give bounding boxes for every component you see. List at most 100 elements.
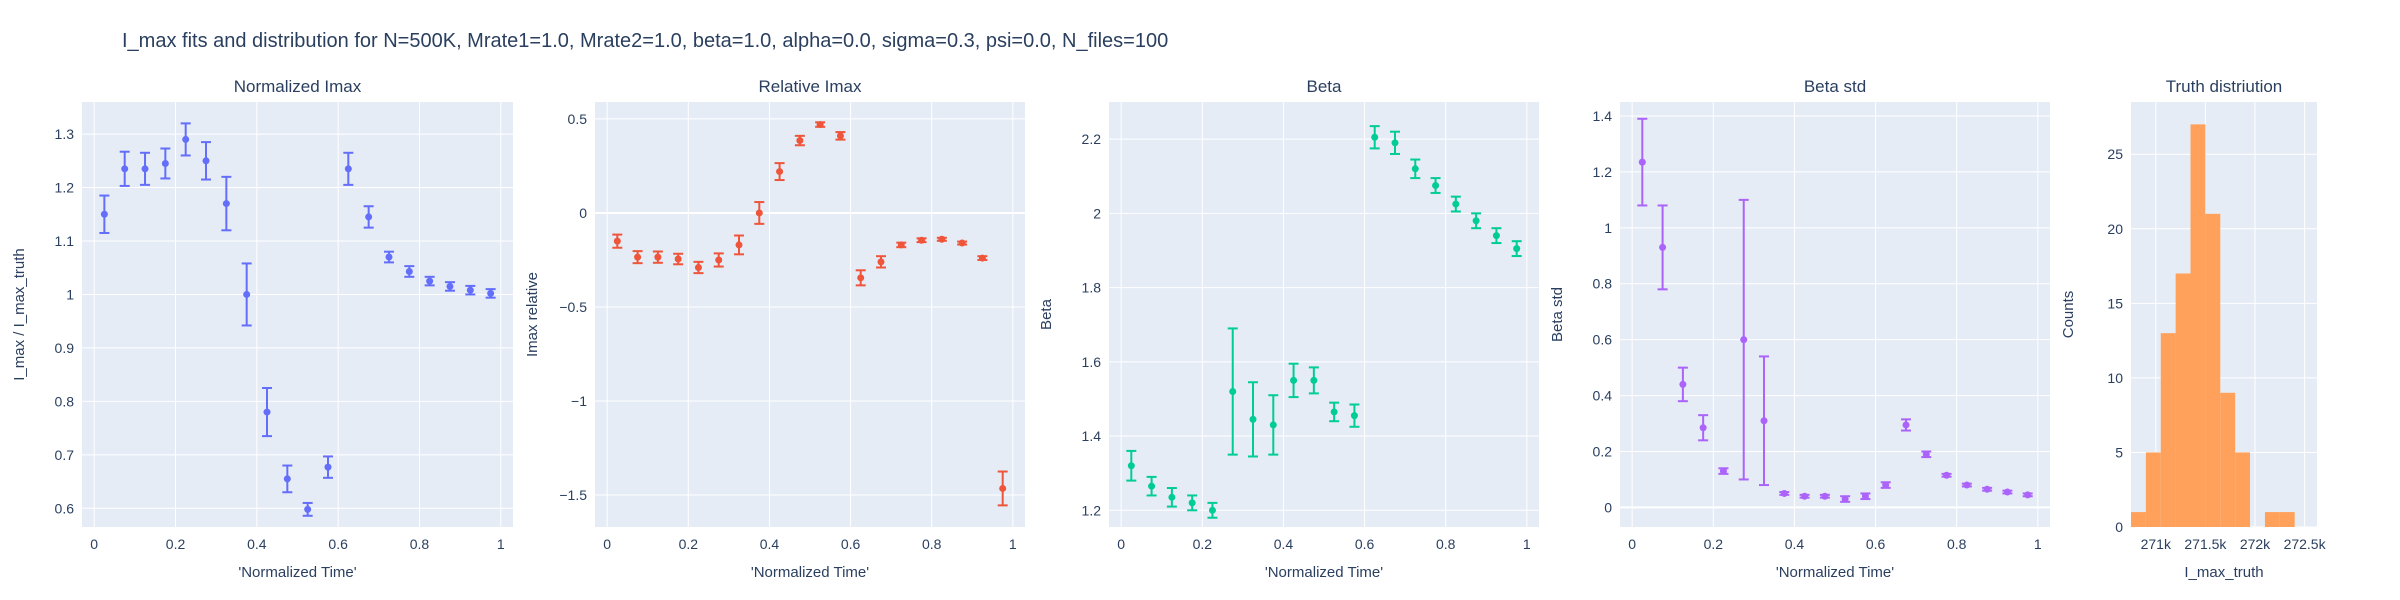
data-point bbox=[1229, 388, 1237, 396]
data-point bbox=[1699, 424, 1707, 432]
x-tick-label: 271k bbox=[2141, 536, 2172, 552]
data-point bbox=[999, 484, 1007, 492]
data-point bbox=[1513, 245, 1521, 253]
data-point bbox=[365, 213, 373, 221]
y-tick-label: 1.6 bbox=[1082, 354, 1102, 370]
data-point bbox=[2024, 491, 2032, 499]
data-point bbox=[978, 254, 986, 262]
y-tick-label: 1.3 bbox=[55, 126, 75, 142]
y-tick-label: 0.6 bbox=[1593, 332, 1613, 348]
data-point bbox=[1760, 417, 1768, 425]
data-point bbox=[1310, 376, 1318, 384]
data-point bbox=[755, 209, 763, 217]
data-point bbox=[836, 132, 844, 140]
data-point bbox=[487, 289, 495, 297]
data-point bbox=[263, 408, 271, 416]
data-point bbox=[385, 253, 393, 261]
x-tick-label: 0.8 bbox=[1436, 536, 1456, 552]
x-tick-label: 0.2 bbox=[1704, 536, 1724, 552]
y-tick-label: 0.5 bbox=[568, 111, 588, 127]
subplot-title: Relative Imax bbox=[759, 77, 862, 96]
y-axis-label: Counts bbox=[2060, 291, 2077, 339]
data-point bbox=[1168, 493, 1176, 501]
data-point bbox=[1492, 232, 1500, 240]
y-tick-label: 0.9 bbox=[55, 340, 75, 356]
data-point bbox=[715, 256, 723, 264]
subplot-title: Normalized Imax bbox=[234, 77, 362, 96]
data-point bbox=[735, 241, 743, 249]
data-point bbox=[1330, 408, 1338, 416]
y-tick-label: −1 bbox=[571, 393, 587, 409]
histogram-bar bbox=[2220, 392, 2236, 527]
histogram-bar bbox=[2145, 452, 2161, 527]
data-point bbox=[897, 241, 905, 249]
y-tick-label: 1.2 bbox=[1082, 502, 1102, 518]
x-tick-label: 0.6 bbox=[1866, 536, 1886, 552]
x-tick-label: 0.4 bbox=[1785, 536, 1805, 552]
data-point bbox=[304, 505, 312, 513]
data-point bbox=[1249, 415, 1257, 423]
x-tick-label: 0 bbox=[90, 536, 98, 552]
y-tick-label: 0.4 bbox=[1593, 388, 1613, 404]
data-point bbox=[324, 463, 332, 471]
y-tick-label: 15 bbox=[2107, 295, 2123, 311]
data-point bbox=[1290, 376, 1298, 384]
histogram-bar bbox=[2160, 333, 2176, 527]
subplot-1: 0 0.2 0.4 0.6 0.8 1 0.6 0.7 0.8 0.9 1 1.1 1.2 1.3 Norm… bbox=[11, 77, 513, 581]
y-tick-label: −0.5 bbox=[559, 299, 587, 315]
data-point bbox=[283, 475, 291, 483]
x-tick-label: 0.8 bbox=[410, 536, 430, 552]
y-tick-label: 2.2 bbox=[1082, 131, 1102, 147]
data-point bbox=[1861, 492, 1869, 500]
x-tick-label: 0.4 bbox=[760, 536, 780, 552]
y-tick-label: 25 bbox=[2107, 146, 2123, 162]
data-point bbox=[613, 237, 621, 245]
plot-area bbox=[1109, 102, 1539, 527]
data-point bbox=[1983, 485, 1991, 493]
x-axis-label: 'Normalized Time' bbox=[238, 564, 356, 581]
y-tick-label: −1.5 bbox=[559, 487, 587, 503]
y-tick-label: 2 bbox=[1093, 205, 1101, 221]
data-point bbox=[674, 255, 682, 263]
data-point bbox=[694, 263, 702, 271]
y-axis-label: Imax relative bbox=[524, 272, 541, 357]
data-point bbox=[1882, 481, 1890, 489]
x-tick-label: 0.8 bbox=[922, 536, 942, 552]
data-point bbox=[1801, 492, 1809, 500]
data-point bbox=[1902, 421, 1910, 429]
data-point bbox=[446, 282, 454, 290]
figure-title: I_max fits and distribution for N=500K, … bbox=[122, 30, 1169, 52]
data-point bbox=[466, 286, 474, 294]
x-tick-label: 0.2 bbox=[166, 536, 186, 552]
x-tick-label: 1 bbox=[497, 536, 505, 552]
data-point bbox=[344, 165, 352, 173]
x-tick-label: 0.2 bbox=[1193, 536, 1213, 552]
y-tick-label: 0.6 bbox=[55, 500, 75, 516]
x-tick-label: 0 bbox=[1117, 536, 1125, 552]
data-point bbox=[1719, 467, 1727, 475]
y-tick-label: 0.8 bbox=[55, 393, 75, 409]
data-point bbox=[816, 121, 824, 129]
histogram-bar bbox=[2205, 213, 2221, 527]
data-point bbox=[1659, 243, 1667, 251]
plot-area bbox=[595, 102, 1025, 527]
x-tick-label: 272.5k bbox=[2284, 536, 2327, 552]
data-point bbox=[1841, 495, 1849, 503]
data-point bbox=[938, 235, 946, 243]
x-tick-label: 0.8 bbox=[1947, 536, 1967, 552]
y-tick-label: 1.1 bbox=[55, 233, 75, 249]
data-point bbox=[182, 135, 190, 143]
subplot-title: Beta bbox=[1307, 77, 1343, 96]
data-point bbox=[1452, 200, 1460, 208]
y-tick-label: 0.7 bbox=[55, 447, 75, 463]
data-point bbox=[1411, 165, 1419, 173]
x-tick-label: 0 bbox=[1628, 536, 1636, 552]
subplot-title: Beta std bbox=[1804, 77, 1866, 96]
histogram-bar bbox=[2264, 512, 2280, 527]
y-tick-label: 1.4 bbox=[1593, 108, 1613, 124]
x-tick-label: 0.4 bbox=[1274, 536, 1294, 552]
data-point bbox=[2003, 488, 2011, 496]
y-axis-label: Beta bbox=[1038, 298, 1055, 330]
data-point bbox=[1472, 217, 1480, 225]
x-axis-label: 'Normalized Time' bbox=[1776, 564, 1894, 581]
